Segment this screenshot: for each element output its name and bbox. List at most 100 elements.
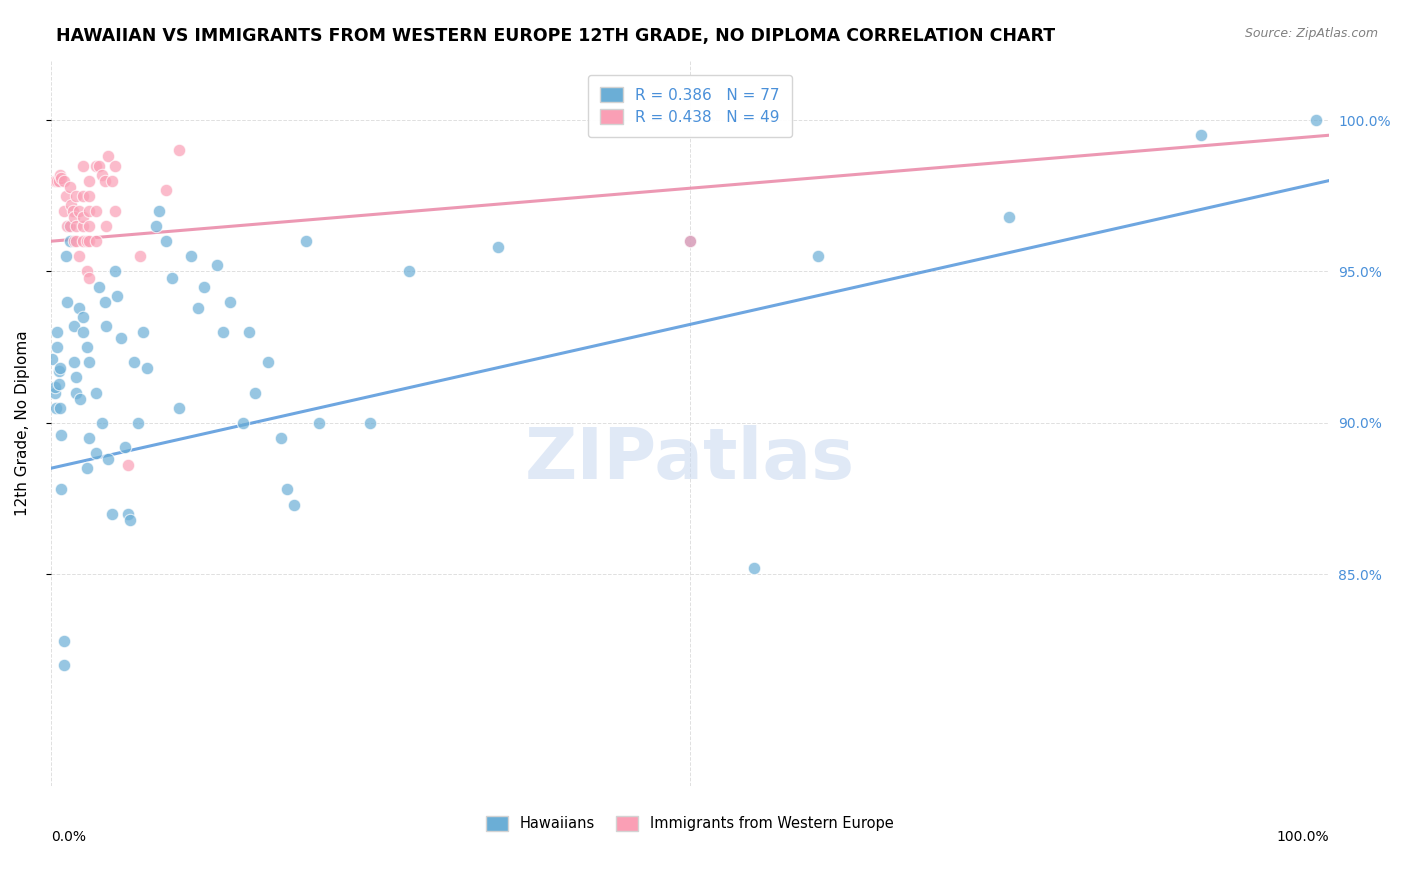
Point xyxy=(55,249,77,263)
Point xyxy=(89,279,111,293)
Point xyxy=(72,189,94,203)
Point xyxy=(44,385,66,400)
Point xyxy=(65,370,87,384)
Point xyxy=(93,294,115,309)
Point xyxy=(212,325,235,339)
Point xyxy=(89,159,111,173)
Point xyxy=(308,416,330,430)
Point xyxy=(104,203,127,218)
Point xyxy=(122,355,145,369)
Point xyxy=(270,431,292,445)
Point xyxy=(120,513,142,527)
Point xyxy=(52,174,75,188)
Point xyxy=(59,234,82,248)
Point xyxy=(97,452,120,467)
Point xyxy=(742,561,765,575)
Point xyxy=(77,203,100,218)
Point xyxy=(84,385,107,400)
Point xyxy=(167,144,190,158)
Point xyxy=(76,461,98,475)
Point xyxy=(72,210,94,224)
Point xyxy=(104,264,127,278)
Point xyxy=(62,203,84,218)
Point xyxy=(129,249,152,263)
Point xyxy=(77,219,100,233)
Point xyxy=(132,325,155,339)
Point xyxy=(145,219,167,233)
Point xyxy=(257,355,280,369)
Point xyxy=(84,234,107,248)
Point xyxy=(49,483,72,497)
Point xyxy=(104,159,127,173)
Point xyxy=(65,219,87,233)
Point xyxy=(218,294,240,309)
Point xyxy=(49,401,72,415)
Point xyxy=(76,234,98,248)
Point xyxy=(245,385,267,400)
Point xyxy=(63,355,86,369)
Point xyxy=(72,310,94,324)
Point xyxy=(49,168,72,182)
Point xyxy=(45,401,67,415)
Point xyxy=(56,294,79,309)
Point xyxy=(46,340,69,354)
Point xyxy=(295,234,318,248)
Point xyxy=(59,179,82,194)
Point xyxy=(56,219,79,233)
Point xyxy=(44,174,66,188)
Point xyxy=(679,234,702,248)
Point xyxy=(77,355,100,369)
Point xyxy=(84,159,107,173)
Point xyxy=(63,210,86,224)
Point xyxy=(486,240,509,254)
Point xyxy=(72,325,94,339)
Point xyxy=(238,325,260,339)
Text: Source: ZipAtlas.com: Source: ZipAtlas.com xyxy=(1244,27,1378,40)
Point xyxy=(101,507,124,521)
Point xyxy=(49,170,72,185)
Point xyxy=(52,658,75,673)
Point xyxy=(101,174,124,188)
Point xyxy=(1189,128,1212,143)
Point xyxy=(91,416,114,430)
Point xyxy=(359,416,381,430)
Point xyxy=(48,174,70,188)
Y-axis label: 12th Grade, No Diploma: 12th Grade, No Diploma xyxy=(15,330,30,516)
Point xyxy=(77,270,100,285)
Point xyxy=(55,189,77,203)
Point xyxy=(84,203,107,218)
Point xyxy=(60,198,83,212)
Point xyxy=(65,385,87,400)
Point xyxy=(58,219,80,233)
Point xyxy=(117,507,139,521)
Point xyxy=(48,364,70,378)
Point xyxy=(76,340,98,354)
Point xyxy=(63,318,86,333)
Point xyxy=(94,219,117,233)
Text: HAWAIIAN VS IMMIGRANTS FROM WESTERN EUROPE 12TH GRADE, NO DIPLOMA CORRELATION CH: HAWAIIAN VS IMMIGRANTS FROM WESTERN EURO… xyxy=(56,27,1056,45)
Point xyxy=(180,249,202,263)
Point xyxy=(187,301,209,315)
Point xyxy=(276,483,298,497)
Point xyxy=(167,401,190,415)
Point xyxy=(160,270,183,285)
Point xyxy=(94,318,117,333)
Point xyxy=(65,189,87,203)
Point xyxy=(48,376,70,391)
Point xyxy=(72,234,94,248)
Point xyxy=(1305,113,1327,128)
Point xyxy=(65,234,87,248)
Point xyxy=(155,234,177,248)
Point xyxy=(77,431,100,445)
Point xyxy=(398,264,420,278)
Point xyxy=(46,174,69,188)
Point xyxy=(67,203,90,218)
Point xyxy=(679,234,702,248)
Point xyxy=(69,392,91,406)
Point xyxy=(59,219,82,233)
Point xyxy=(91,168,114,182)
Point xyxy=(135,361,157,376)
Point xyxy=(117,458,139,473)
Point xyxy=(46,325,69,339)
Point xyxy=(193,279,215,293)
